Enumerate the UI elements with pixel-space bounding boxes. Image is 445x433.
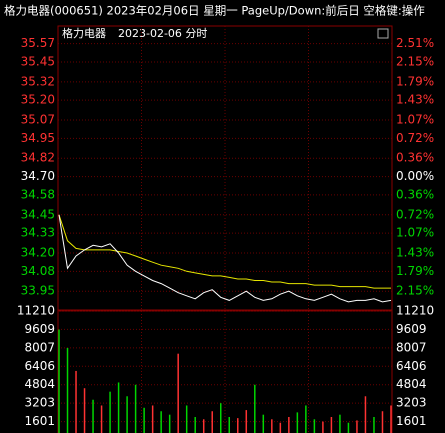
volume-tick-label-right: 9609: [396, 322, 427, 336]
y-tick-label: 34.70: [21, 169, 55, 183]
price-line: [58, 214, 392, 303]
y-tick-label: 35.45: [21, 54, 55, 68]
y-tick-label: 34.08: [21, 264, 55, 278]
y-tick-label: 34.82: [21, 151, 55, 165]
y-tick-label: 35.20: [21, 93, 55, 107]
volume-tick-label: 3203: [24, 396, 55, 410]
y-tick-label: 34.20: [21, 245, 55, 259]
volume-tick-label-right: 4804: [396, 377, 427, 391]
y-tick-label: 35.07: [21, 113, 55, 127]
header-title: 格力电器(000651) 2023年02月06日 星期一 PageUp/Down…: [4, 4, 425, 18]
y-tick-label: 34.95: [21, 131, 55, 145]
volume-tick-label-right: 8007: [396, 340, 427, 354]
y2-tick-label: 2.15%: [396, 54, 434, 68]
y-tick-label: 34.45: [21, 207, 55, 221]
average-line: [58, 214, 391, 289]
volume-tick-label-right: 6406: [396, 359, 427, 373]
y2-tick-label: 1.43%: [396, 245, 434, 259]
y2-tick-label: 1.43%: [396, 93, 434, 107]
y2-tick-label: 2.15%: [396, 284, 434, 298]
volume-tick-label-right: 3203: [396, 396, 427, 410]
y2-tick-label: 2.51%: [396, 36, 434, 50]
volume-tick-label: 1601: [24, 414, 55, 428]
y2-tick-label: 0.72%: [396, 207, 434, 221]
y-tick-label: 34.33: [21, 226, 55, 240]
window-button[interactable]: [377, 28, 389, 39]
chart-subtitle: 2023-02-06 分时: [118, 27, 207, 40]
y2-tick-label: 1.79%: [396, 264, 434, 278]
y2-tick-label: 0.72%: [396, 131, 434, 145]
volume-tick-label-right: 11210: [396, 304, 434, 318]
volume-tick-label: 9609: [24, 322, 55, 336]
y-tick-label: 35.32: [21, 74, 55, 88]
volume-tick-label-right: 1601: [396, 414, 427, 428]
volume-tick-label: 4804: [24, 377, 55, 391]
volume-tick-label: 6406: [24, 359, 55, 373]
y2-tick-label: 1.07%: [396, 226, 434, 240]
volume-tick-label: 8007: [24, 340, 55, 354]
y-tick-label: 33.95: [21, 284, 55, 298]
chart-title: 格力电器: [62, 26, 106, 40]
volume-tick-label: 11210: [17, 304, 55, 318]
y2-tick-label: 0.00%: [396, 169, 434, 183]
y2-tick-label: 0.36%: [396, 187, 434, 201]
y2-tick-label: 0.36%: [396, 151, 434, 165]
y-tick-label: 35.57: [21, 36, 55, 50]
y2-tick-label: 1.79%: [396, 74, 434, 88]
y2-tick-label: 1.07%: [396, 113, 434, 127]
y-tick-label: 34.58: [21, 187, 55, 201]
